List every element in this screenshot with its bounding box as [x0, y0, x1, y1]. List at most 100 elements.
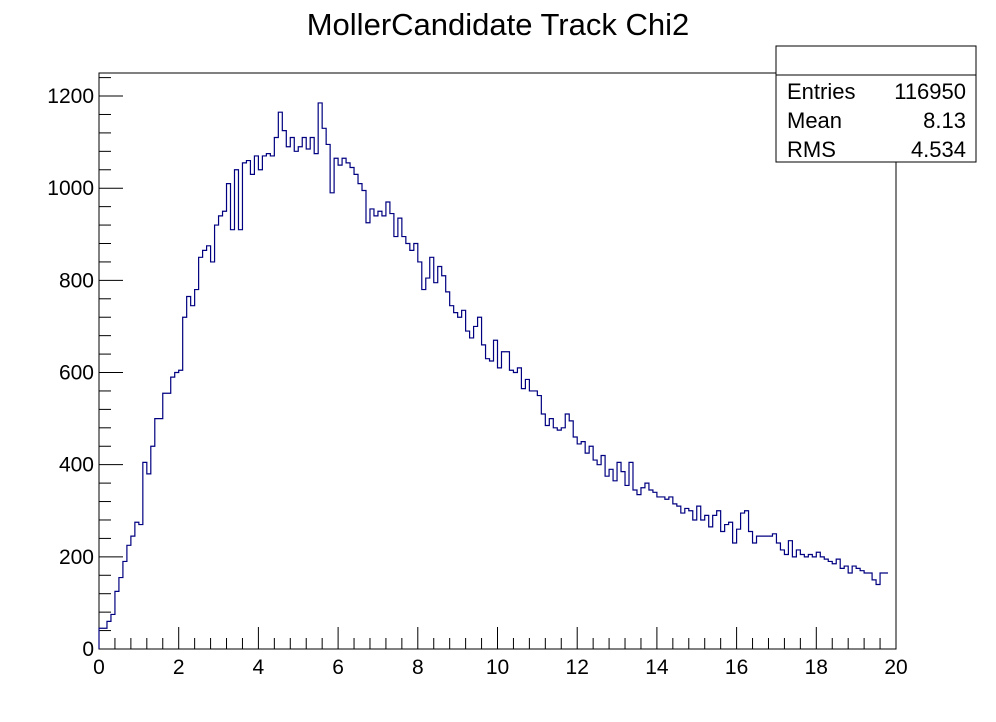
- histogram-bin: [745, 511, 749, 649]
- histogram-bin: [203, 250, 207, 649]
- histogram-bin: [617, 462, 621, 649]
- histogram-bin: [872, 580, 876, 649]
- y-axis-ticks: [99, 77, 123, 650]
- histogram-bin: [553, 428, 557, 649]
- histogram-bin: [211, 262, 215, 649]
- histogram-bin: [430, 257, 434, 649]
- histogram-bin: [864, 573, 868, 649]
- histogram-bin: [350, 167, 354, 649]
- histogram-bin: [776, 543, 780, 649]
- x-tick-label: 16: [725, 656, 748, 679]
- histogram-bin: [358, 184, 362, 649]
- histogram-bin: [219, 216, 223, 649]
- histogram-bin: [334, 158, 338, 649]
- histogram-bin: [880, 573, 884, 649]
- histogram-bin: [466, 331, 470, 649]
- histogram-bin: [410, 250, 414, 649]
- histogram-bin: [577, 444, 581, 649]
- histogram-bin: [816, 552, 820, 649]
- histogram-bin: [513, 373, 517, 649]
- histogram-bin: [422, 290, 426, 649]
- y-tick-label: 0: [82, 638, 94, 661]
- histogram-bin: [840, 568, 844, 649]
- stats-entries-value: 116950: [894, 79, 966, 104]
- histogram-bin: [498, 368, 502, 649]
- histogram-bin: [398, 218, 402, 649]
- y-tick-label: 1200: [47, 85, 94, 108]
- histogram-bin: [737, 529, 741, 649]
- histogram-bin: [227, 184, 231, 649]
- histogram-bin: [804, 557, 808, 649]
- histogram-bin: [486, 359, 490, 649]
- histogram-bin: [549, 419, 553, 649]
- histogram-bin: [262, 156, 266, 649]
- histogram-bin: [884, 573, 888, 649]
- histogram-bin: [382, 216, 386, 649]
- x-tick-label: 18: [805, 656, 828, 679]
- histogram-bin: [199, 257, 203, 649]
- histogram-bin: [669, 497, 673, 649]
- histogram-bin: [597, 465, 601, 649]
- histogram-bin: [753, 543, 757, 649]
- histogram-bin: [537, 396, 541, 649]
- histogram-bin: [601, 455, 605, 649]
- histogram-bin: [557, 430, 561, 649]
- histogram-bin: [370, 209, 374, 649]
- histogram-bin: [665, 499, 669, 649]
- histogram-bin: [231, 230, 235, 649]
- histogram-bin: [517, 368, 521, 649]
- histogram-bin: [119, 578, 123, 649]
- histogram-bin: [529, 391, 533, 649]
- histogram-bin: [215, 225, 219, 649]
- stats-box: Entries 116950 Mean 8.13 RMS 4.534: [775, 45, 977, 163]
- histogram-bin: [729, 522, 733, 649]
- histogram-bin: [159, 419, 163, 649]
- histogram-bin: [438, 267, 442, 649]
- histogram-bin: [151, 446, 155, 649]
- histogram-bin: [673, 504, 677, 649]
- histogram-bin: [812, 557, 816, 649]
- histogram-bin: [282, 131, 286, 649]
- histogram-bin: [234, 170, 238, 649]
- histogram-bin: [589, 446, 593, 649]
- x-tick-label: 0: [93, 656, 105, 679]
- histogram-bin: [828, 561, 832, 649]
- histogram-bin: [458, 317, 462, 649]
- histogram-bin: [414, 243, 418, 649]
- histogram-bin: [852, 566, 856, 649]
- histogram-bin: [796, 550, 800, 649]
- histogram-bin: [163, 393, 167, 649]
- histogram-bin: [478, 317, 482, 649]
- histogram-bin: [322, 128, 326, 649]
- histogram-bin: [701, 520, 705, 649]
- histogram-bin: [314, 154, 318, 649]
- histogram-bin: [709, 527, 713, 649]
- histogram-bin: [338, 165, 342, 649]
- histogram-bin: [139, 525, 143, 649]
- histogram-bin: [800, 555, 804, 649]
- histogram-bin: [462, 310, 466, 649]
- histogram-bin: [780, 550, 784, 649]
- histogram-bin: [470, 338, 474, 649]
- histogram-bin: [330, 193, 334, 649]
- histogram-bin: [641, 488, 645, 649]
- histogram-bin: [649, 490, 653, 649]
- histogram-bin: [490, 361, 494, 649]
- histogram-bin: [123, 561, 127, 649]
- histogram-bin: [824, 559, 828, 649]
- histogram-bin: [848, 573, 852, 649]
- histogram-bin: [697, 506, 701, 649]
- stats-mean-label: Mean: [787, 108, 842, 133]
- histogram-bin: [685, 508, 689, 649]
- histogram-bin: [187, 296, 191, 649]
- histogram-bin: [127, 545, 131, 649]
- histogram-bin: [250, 174, 254, 649]
- histogram-bin: [99, 628, 103, 649]
- histogram-bin: [246, 161, 250, 649]
- x-tick-label: 6: [332, 656, 344, 679]
- histogram-bin: [270, 156, 274, 649]
- histogram-bin: [637, 495, 641, 649]
- histogram-bin: [733, 543, 737, 649]
- histogram-bin: [820, 557, 824, 649]
- histogram-bin: [621, 472, 625, 649]
